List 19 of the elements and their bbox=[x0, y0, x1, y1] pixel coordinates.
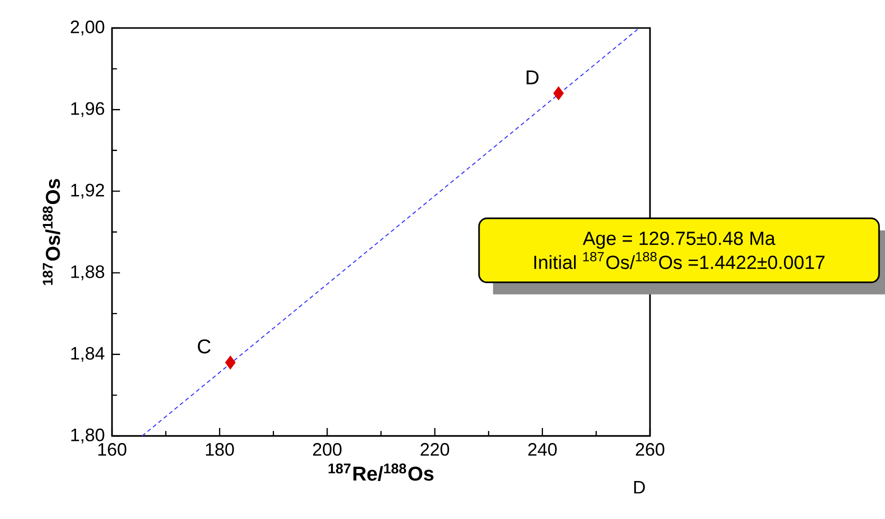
x-tick-label: 240 bbox=[528, 443, 557, 456]
y-tick-label: 1,84 bbox=[71, 346, 104, 362]
y-tick-label: 1,92 bbox=[71, 184, 104, 199]
y-tick-label: 1,80 bbox=[71, 428, 104, 444]
x-tick-label: 160 bbox=[98, 443, 126, 456]
annotation: C bbox=[198, 339, 211, 354]
x-tick-label: 180 bbox=[206, 443, 234, 456]
y-tick-label: 1,88 bbox=[71, 265, 104, 280]
annotation: D bbox=[526, 70, 539, 84]
x-axis-title: $^{187}$Re/$^{188}$Os bbox=[328, 464, 434, 481]
y-tick-label: 2,00 bbox=[70, 20, 104, 36]
x-tick-label: 220 bbox=[420, 443, 450, 456]
text: D bbox=[634, 481, 645, 494]
y-axis-title: $^{187}$Os/$^{188}$Os bbox=[42, 178, 60, 285]
annotation: Initial $^{187}$Os/$^{188}$Os =1.4422±0.0017 bbox=[534, 252, 825, 270]
x-tick-label: 200 bbox=[313, 443, 342, 456]
annotation: Age = 129.75±0.48 Ma bbox=[582, 232, 776, 249]
x-tick-label: 260 bbox=[636, 443, 664, 456]
y-tick-label: 1,96 bbox=[71, 102, 104, 118]
